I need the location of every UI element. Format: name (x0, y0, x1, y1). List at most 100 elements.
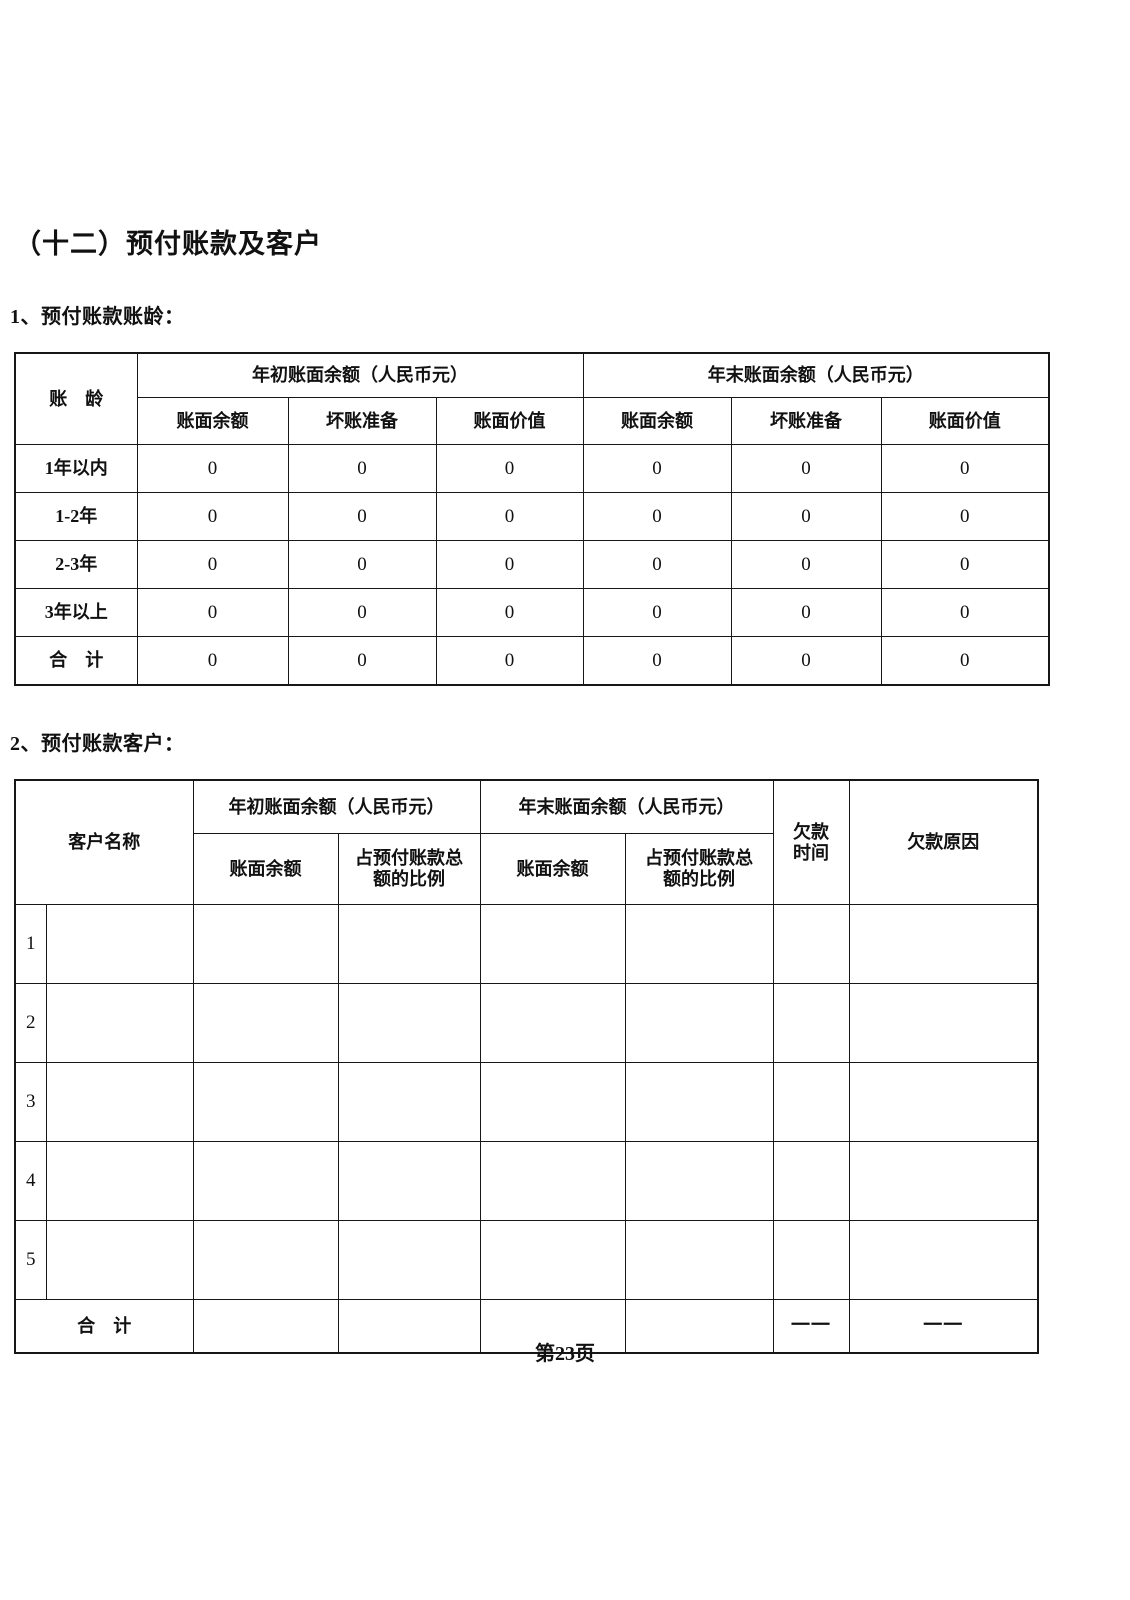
aging-cell-2-2: 0 (435, 540, 584, 589)
aging-subheader-end-provision: 坏账准备 (730, 397, 882, 445)
customers-total-begin-ratio[interactable] (337, 1299, 481, 1354)
aging-cell-1-2: 0 (435, 492, 584, 541)
customers-cell-name-0[interactable] (45, 904, 194, 984)
customers-cell-arrears-reason-3[interactable] (848, 1141, 1039, 1221)
aging-cell-1-0: 0 (136, 492, 289, 541)
table-row-total: 合 计 一一 一一 (14, 1299, 1039, 1354)
table-row: 2 (14, 983, 1039, 1063)
customers-total-arrears-reason: 一一 (848, 1299, 1039, 1354)
customers-cell-end-amount-4[interactable] (479, 1220, 626, 1300)
customers-cell-end-ratio-1[interactable] (624, 983, 774, 1063)
table-row-total: 合 计 0 0 0 0 0 0 (14, 636, 1051, 686)
aging-cell-2-3: 0 (582, 540, 732, 589)
customers-cell-end-ratio-4[interactable] (624, 1220, 774, 1300)
customers-cell-begin-amount-3[interactable] (192, 1141, 339, 1221)
customers-header-name: 客户名称 (14, 779, 194, 905)
customers-cell-name-1[interactable] (45, 983, 194, 1063)
begin-ratio-line-2: 额的比例 (373, 869, 445, 889)
aging-cell-1-4: 0 (730, 492, 882, 541)
customers-subheader-begin-amount: 账面余额 (192, 833, 339, 905)
aging-subheader-begin-provision: 坏账准备 (287, 397, 437, 445)
aging-header-row-1: 账 龄 年初账面余额（人民币元） 年末账面余额（人民币元） (14, 352, 1051, 445)
aging-header-row-2: 账面余额 坏账准备 账面价值 账面余额 坏账准备 账面价值 (15, 397, 1051, 445)
customers-cell-end-ratio-2[interactable] (624, 1062, 774, 1142)
customers-group-header-end: 年末账面余额（人民币元） (479, 779, 774, 834)
customers-cell-begin-ratio-0[interactable] (337, 904, 481, 984)
customers-table: 客户名称 年初账面余额（人民币元） 年末账面余额（人民币元） 欠款 时间 欠款原… (14, 779, 1039, 1354)
customers-cell-arrears-reason-1[interactable] (848, 983, 1039, 1063)
customers-cell-arrears-time-4[interactable] (772, 1220, 850, 1300)
subheading-customers: 2、预付账款客户： (10, 733, 185, 755)
aging-row-label-0: 1年以内 (14, 444, 138, 493)
aging-subheader-end-value: 账面价值 (880, 397, 1051, 445)
customers-cell-begin-amount-1[interactable] (192, 983, 339, 1063)
customers-cell-begin-amount-2[interactable] (192, 1062, 339, 1142)
customers-row-index-3: 4 (14, 1141, 47, 1221)
aging-cell-4-3: 0 (582, 636, 732, 686)
aging-row-label-1: 1-2年 (14, 492, 138, 541)
customers-cell-end-ratio-0[interactable] (624, 904, 774, 984)
customers-total-end-amount[interactable] (479, 1299, 626, 1354)
customers-cell-begin-ratio-2[interactable] (337, 1062, 481, 1142)
aging-row-header-label: 账 龄 (14, 352, 138, 445)
customers-cell-arrears-time-2[interactable] (772, 1062, 850, 1142)
end-ratio-line-2: 额的比例 (663, 869, 735, 889)
aging-group-header-begin: 年初账面余额（人民币元） (136, 352, 584, 398)
table-row: 3年以上 0 0 0 0 0 0 (14, 588, 1051, 637)
aging-table: 账 龄 年初账面余额（人民币元） 年末账面余额（人民币元） 账面余额 坏账准备 … (14, 352, 1051, 686)
customers-subheader-begin-ratio: 占预付账款总 额的比例 (337, 833, 481, 905)
customers-cell-begin-ratio-1[interactable] (337, 983, 481, 1063)
arrears-time-line-1: 欠款 (793, 821, 829, 842)
customers-cell-begin-amount-4[interactable] (192, 1220, 339, 1300)
customers-cell-arrears-reason-2[interactable] (848, 1062, 1039, 1142)
aging-cell-2-1: 0 (287, 540, 437, 589)
customers-cell-begin-amount-0[interactable] (192, 904, 339, 984)
aging-cell-2-4: 0 (730, 540, 882, 589)
aging-cell-3-2: 0 (435, 588, 584, 637)
table-row: 1年以内 0 0 0 0 0 0 (14, 444, 1051, 493)
customers-cell-arrears-reason-0[interactable] (848, 904, 1039, 984)
customers-cell-name-2[interactable] (45, 1062, 194, 1142)
customers-total-label: 合 计 (14, 1299, 194, 1354)
customers-cell-end-ratio-3[interactable] (624, 1141, 774, 1221)
aging-cell-0-5: 0 (880, 444, 1051, 493)
customers-cell-end-amount-2[interactable] (479, 1062, 626, 1142)
customers-cell-end-amount-1[interactable] (479, 983, 626, 1063)
customers-cell-name-3[interactable] (45, 1141, 194, 1221)
aging-cell-3-0: 0 (136, 588, 289, 637)
aging-cell-3-4: 0 (730, 588, 882, 637)
end-ratio-line-1: 占预付账款总 (645, 848, 753, 869)
aging-cell-2-0: 0 (136, 540, 289, 589)
customers-header-row-2: 账面余额 占预付账款总 额的比例 账面余额 占预付账款总 额的比例 (15, 833, 1038, 905)
customers-row-index-0: 1 (14, 904, 47, 984)
table-row: 3 (14, 1062, 1039, 1142)
aging-cell-2-5: 0 (880, 540, 1051, 589)
customers-cell-arrears-time-1[interactable] (772, 983, 850, 1063)
aging-row-label-total: 合 计 (14, 636, 138, 686)
customers-total-begin-amount[interactable] (192, 1299, 339, 1354)
customers-cell-begin-ratio-3[interactable] (337, 1141, 481, 1221)
customers-row-index-1: 2 (14, 983, 47, 1063)
customers-cell-arrears-time-3[interactable] (772, 1141, 850, 1221)
subheading-aging: 1、预付账款账龄： (10, 306, 185, 328)
table-row: 5 (14, 1220, 1039, 1300)
customers-cell-arrears-reason-4[interactable] (848, 1220, 1039, 1300)
aging-subheader-begin-amount: 账面余额 (136, 397, 289, 445)
aging-cell-4-4: 0 (730, 636, 882, 686)
begin-ratio-line-1: 占预付账款总 (355, 848, 463, 869)
aging-cell-4-0: 0 (136, 636, 289, 686)
customers-cell-end-amount-0[interactable] (479, 904, 626, 984)
table-row: 2-3年 0 0 0 0 0 0 (14, 540, 1051, 589)
table-row: 4 (14, 1141, 1039, 1221)
aging-cell-3-1: 0 (287, 588, 437, 637)
aging-subheader-begin-value: 账面价值 (435, 397, 584, 445)
customers-cell-name-4[interactable] (45, 1220, 194, 1300)
aging-cell-1-5: 0 (880, 492, 1051, 541)
customers-total-arrears-time: 一一 (772, 1299, 850, 1354)
customers-cell-arrears-time-0[interactable] (772, 904, 850, 984)
aging-group-header-end: 年末账面余额（人民币元） (582, 352, 1051, 398)
customers-cell-begin-ratio-4[interactable] (337, 1220, 481, 1300)
customers-row-index-2: 3 (14, 1062, 47, 1142)
aging-cell-3-5: 0 (880, 588, 1051, 637)
customers-cell-end-amount-3[interactable] (479, 1141, 626, 1221)
